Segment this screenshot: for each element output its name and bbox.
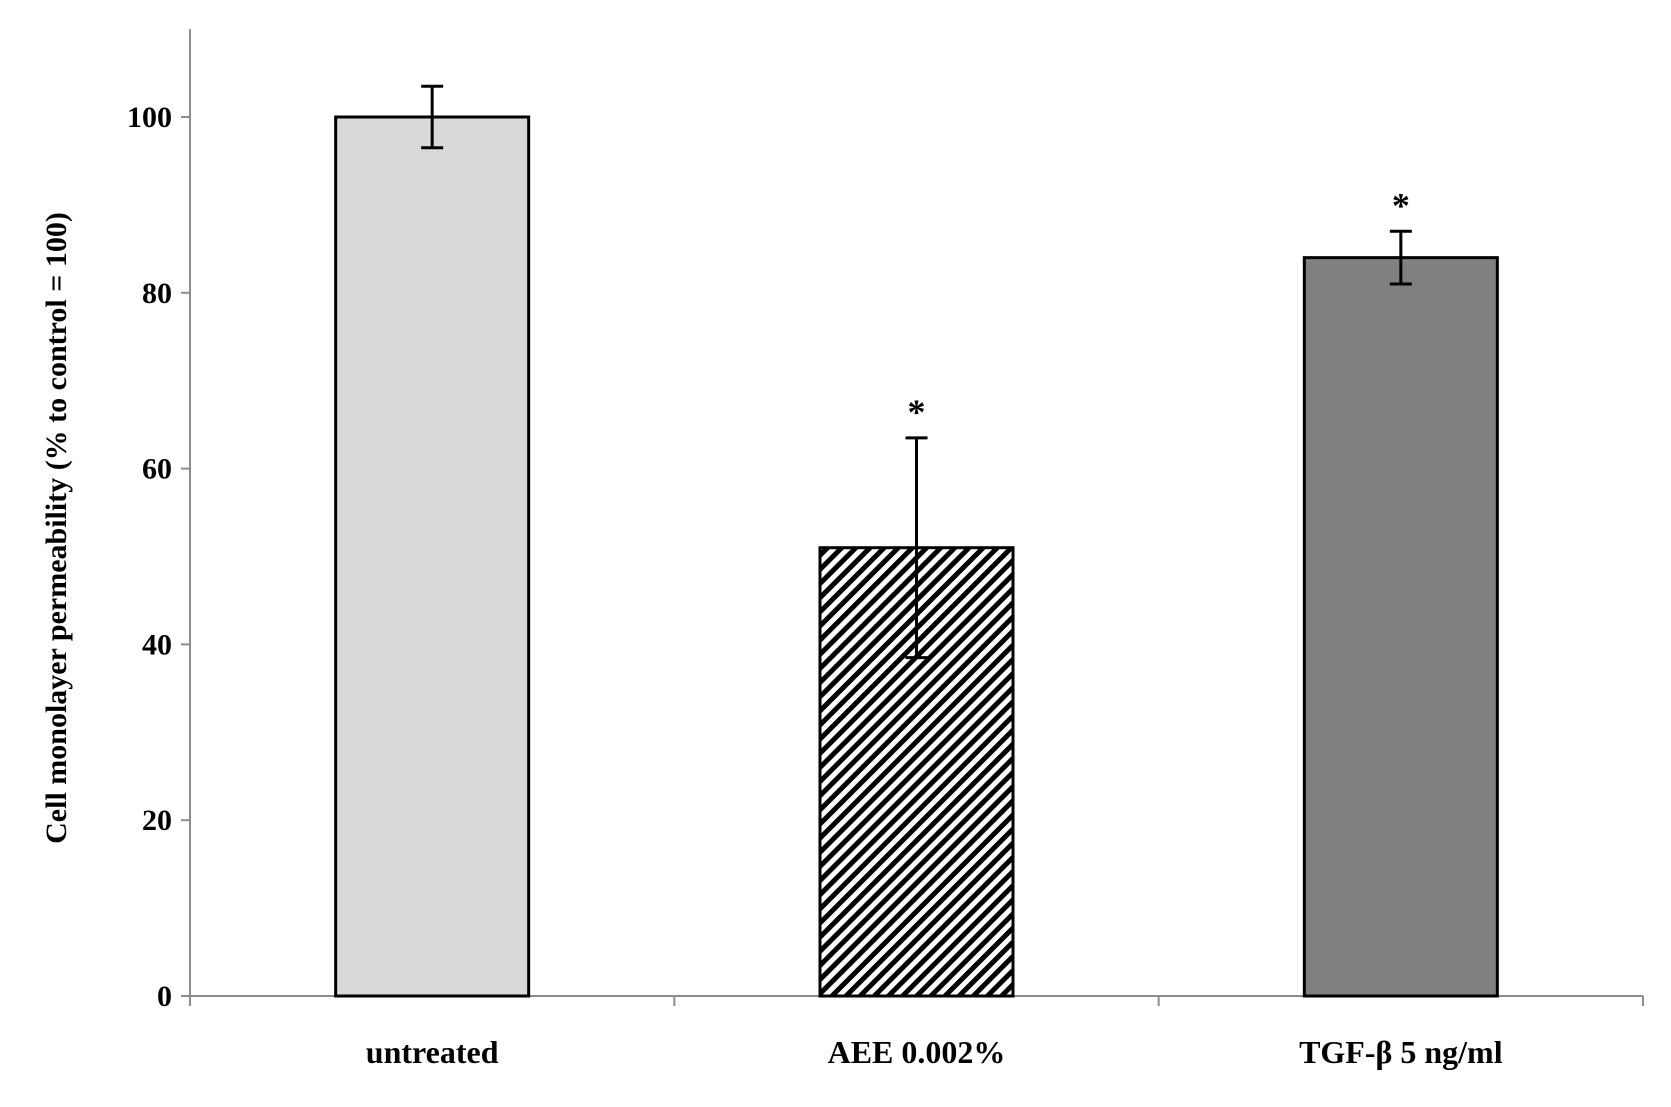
x-category-label: AEE 0.002% [828, 1034, 1006, 1070]
y-tick-label: 80 [142, 277, 172, 310]
error-bars [421, 84, 1412, 660]
y-tick-label: 40 [142, 628, 172, 661]
labels: untreated * AEE 0.002% * TGF-β 5 ng/ml [366, 185, 1503, 1070]
x-category-label: untreated [366, 1034, 499, 1070]
y-tick-label: 100 [127, 101, 172, 134]
y-tick-label: 20 [142, 804, 172, 837]
significance-marker: * [908, 392, 926, 432]
significance-marker: * [1392, 185, 1410, 225]
bars [334, 115, 1499, 998]
bar [1302, 256, 1499, 998]
y-tick-label: 0 [157, 980, 172, 1013]
bar [334, 115, 531, 998]
y-axis-title: Cell monolayer permeability (% to contro… [40, 212, 73, 844]
bar [818, 546, 1015, 998]
y-tick-label: 60 [142, 453, 172, 486]
x-category-label: TGF-β 5 ng/ml [1299, 1034, 1503, 1070]
